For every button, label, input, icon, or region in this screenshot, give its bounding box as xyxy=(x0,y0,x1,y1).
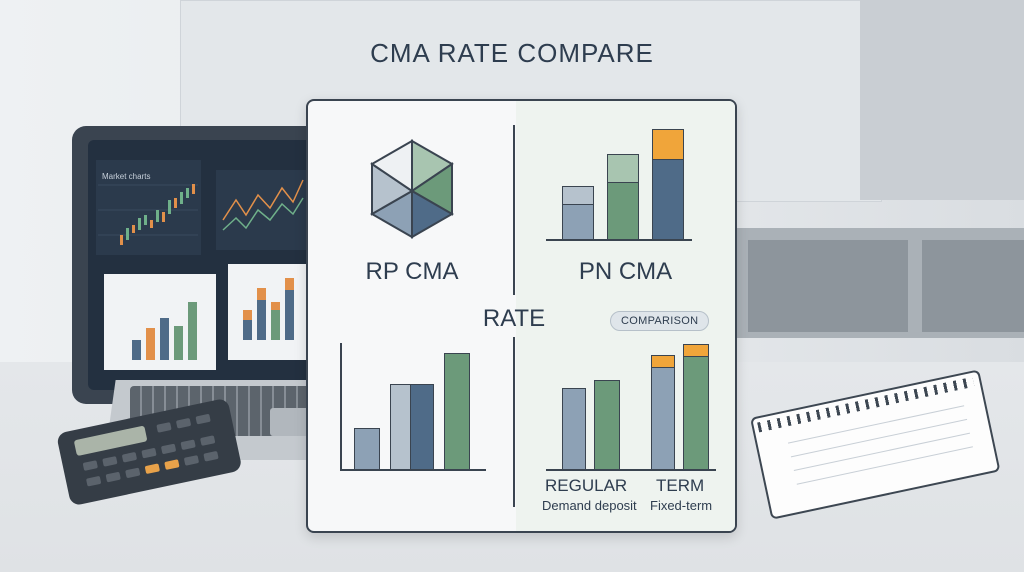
regular-label: REGULAR xyxy=(545,476,628,495)
page-title: CMA RATE COMPARE xyxy=(370,38,654,68)
comparison-card: RP CMA PN CMA RATE COMPARISON REGULAR De… xyxy=(306,99,737,533)
chart-baseline xyxy=(546,469,716,471)
term-label: TERM xyxy=(656,476,705,495)
rate-label: RATE xyxy=(482,305,546,332)
card-divider xyxy=(513,125,515,295)
chart-bar xyxy=(652,129,684,161)
stacked-chart-panel xyxy=(228,264,312,360)
chart-bar xyxy=(683,356,709,470)
comparison-badge: COMPARISON xyxy=(610,311,710,331)
rp-cma-label: RP CMA xyxy=(365,258,459,285)
chart-bar xyxy=(390,384,412,470)
calculator-display xyxy=(73,425,148,457)
chart-baseline xyxy=(340,469,486,471)
shelf-compartment xyxy=(748,240,908,332)
chart-bar xyxy=(562,388,586,470)
laptop-screen xyxy=(88,140,320,390)
chart-bar xyxy=(410,384,434,470)
pn-cma-label: PN CMA xyxy=(578,258,673,285)
background-panel xyxy=(860,0,1024,200)
chart-bar xyxy=(607,154,639,184)
chart-bar xyxy=(607,182,639,240)
screen-charts xyxy=(96,160,312,370)
chart-bar xyxy=(562,204,594,240)
chart-bar xyxy=(444,353,470,470)
line-chart-panel xyxy=(216,170,312,250)
chart-baseline xyxy=(546,239,692,241)
chart-axis xyxy=(340,343,342,471)
regular-sublabel: Demand deposit xyxy=(542,498,637,513)
chart-bar xyxy=(562,186,594,206)
candlestick-panel xyxy=(96,160,201,255)
hexagon-logo-icon xyxy=(369,139,455,239)
card-divider xyxy=(513,337,515,507)
chart-bar xyxy=(651,367,675,470)
screen-label: Market charts xyxy=(102,172,151,181)
shelf-compartment xyxy=(922,240,1024,332)
term-sublabel: Fixed-term xyxy=(650,498,713,513)
screen-bar-chart xyxy=(132,302,197,360)
chart-bar xyxy=(652,159,684,240)
chart-bar xyxy=(354,428,380,470)
candlesticks xyxy=(120,184,195,245)
screen-stacked-chart xyxy=(243,278,294,340)
chart-bar xyxy=(594,380,620,470)
